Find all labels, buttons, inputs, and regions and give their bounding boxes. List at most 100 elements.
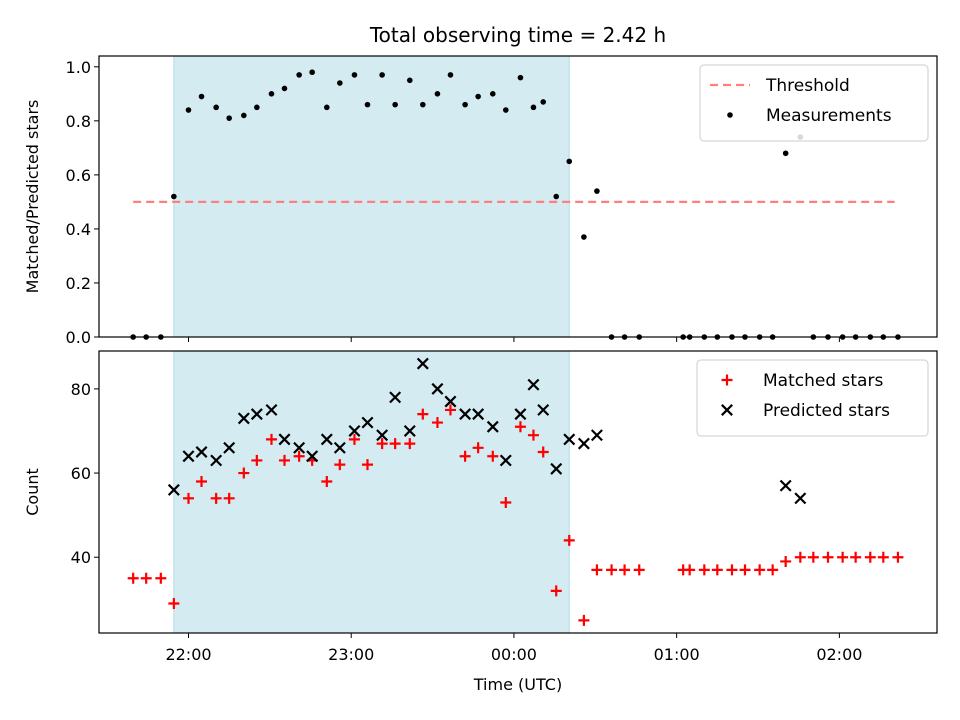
matched-stars-point <box>711 564 723 576</box>
top-panel-ratio: 0.0 0.2 0.4 0.6 0.8 1.0 Matched/Predicted sta… <box>23 55 938 347</box>
measurements-point <box>351 72 358 78</box>
predicted-stars-point <box>333 441 346 454</box>
x-axis-label: Time (UTC) <box>473 675 562 694</box>
matched-stars-point <box>278 454 290 466</box>
predicted-stars-point <box>486 420 499 433</box>
measurements-point <box>782 150 789 157</box>
matched-stars-point <box>223 492 235 504</box>
matched-stars-point <box>334 459 346 471</box>
matched-stars-point <box>417 408 429 420</box>
matched-stars-point <box>591 564 603 576</box>
x-tick-label: 01:00 <box>654 645 700 664</box>
matched-stars-point <box>472 442 484 454</box>
legend-box <box>699 64 929 142</box>
y-tick-label: 0.8 <box>66 112 91 131</box>
predicted-stars-point <box>550 462 563 475</box>
y-tick-label: 0.6 <box>66 166 91 185</box>
measurements-point <box>392 101 398 108</box>
matched-stars-point <box>877 551 889 563</box>
chart-title: Total observing time = 2.42 h <box>369 23 666 47</box>
matched-stars-point <box>807 551 819 563</box>
y-tick-label: 40 <box>71 548 91 567</box>
matched-stars-point <box>822 551 834 563</box>
y-tick-label: 80 <box>71 380 91 399</box>
matched-stars-point <box>210 492 222 504</box>
measurements-point <box>406 77 413 84</box>
matched-stars-point <box>238 467 250 479</box>
predicted-stars-point <box>794 492 807 505</box>
measurements-point <box>517 74 524 81</box>
measurements-point <box>530 104 537 111</box>
matched-stars-point <box>794 551 806 563</box>
x-tick-label: 23:00 <box>328 645 374 664</box>
matched-stars-point <box>527 429 539 441</box>
x-tick-label: 00:00 <box>491 645 537 664</box>
matched-stars-point <box>864 551 876 563</box>
measurements-point <box>309 69 315 76</box>
matched-stars-point <box>168 598 180 610</box>
y-tick-label: 0.0 <box>66 328 91 347</box>
matched-stars-point <box>698 564 710 576</box>
measurements-point <box>462 101 468 108</box>
predicted-stars-point <box>361 416 374 429</box>
matched-stars-point <box>404 438 416 450</box>
predicted-stars-point <box>265 403 278 416</box>
predicted-stars-point <box>278 433 291 446</box>
matched-stars-point <box>537 446 549 458</box>
predicted-stars-point <box>403 424 416 437</box>
y-tick-label: 0.2 <box>66 274 91 293</box>
top-panel-frame <box>98 55 938 338</box>
matched-stars-point <box>684 564 696 576</box>
matched-stars-point <box>780 555 792 567</box>
measurements-legend-label: Measurements <box>766 106 892 126</box>
bottom-panel-frame <box>98 350 938 634</box>
predicted-stars-point <box>223 441 236 454</box>
matched-stars-point <box>321 475 333 487</box>
matched-stars-legend-swatch <box>721 374 733 386</box>
legend-box <box>696 359 929 437</box>
matched-stars-point <box>550 585 562 597</box>
measurements-point <box>540 99 547 105</box>
matched-stars-point <box>444 404 456 416</box>
matched-stars-point <box>726 564 738 576</box>
predicted-stars-point <box>237 412 250 425</box>
measurements-point <box>420 101 426 108</box>
observing-window-shade-top <box>173 55 570 338</box>
matched-stars-point <box>431 417 443 429</box>
measurements-point <box>379 72 385 78</box>
predicted-stars-point <box>416 357 429 370</box>
measurements-point <box>254 104 260 111</box>
predicted-stars-point <box>167 483 180 496</box>
top-legend: Threshold Measurements <box>699 64 929 142</box>
predicted-stars-point <box>779 479 792 492</box>
predicted-stars-point <box>563 433 576 446</box>
predicted-stars-point <box>590 429 603 442</box>
measurements-point <box>581 234 587 240</box>
measurements-point <box>553 193 560 200</box>
matched-stars-point <box>892 551 904 563</box>
measurements-point <box>364 101 371 108</box>
measurements-point <box>198 93 205 100</box>
matched-stars-point <box>514 421 526 433</box>
predicted-stars-legend-swatch <box>721 404 733 416</box>
matched-stars-point <box>754 564 766 576</box>
matched-stars-point <box>376 438 388 450</box>
bottom-legend: Matched stars Predicted stars <box>696 359 929 437</box>
matched-stars-point <box>578 614 590 626</box>
predicted-stars-point <box>537 403 550 416</box>
predicted-stars-point <box>250 408 263 421</box>
predicted-stars-point <box>577 437 590 450</box>
matched-stars-legend-label: Matched stars <box>763 371 883 391</box>
predicted-stars-point <box>348 424 361 437</box>
predicted-stars-point <box>320 433 333 446</box>
matched-stars-point <box>606 564 618 576</box>
y-tick-label: 1.0 <box>66 58 91 77</box>
predicted-stars-point <box>527 378 540 391</box>
predicted-stars-point <box>182 450 195 463</box>
matched-stars-point <box>767 564 779 576</box>
bottom-y-axis-label: Count <box>23 468 42 516</box>
matched-stars-point <box>633 564 645 576</box>
measurements-point <box>281 85 288 92</box>
matched-stars-point <box>127 572 139 584</box>
